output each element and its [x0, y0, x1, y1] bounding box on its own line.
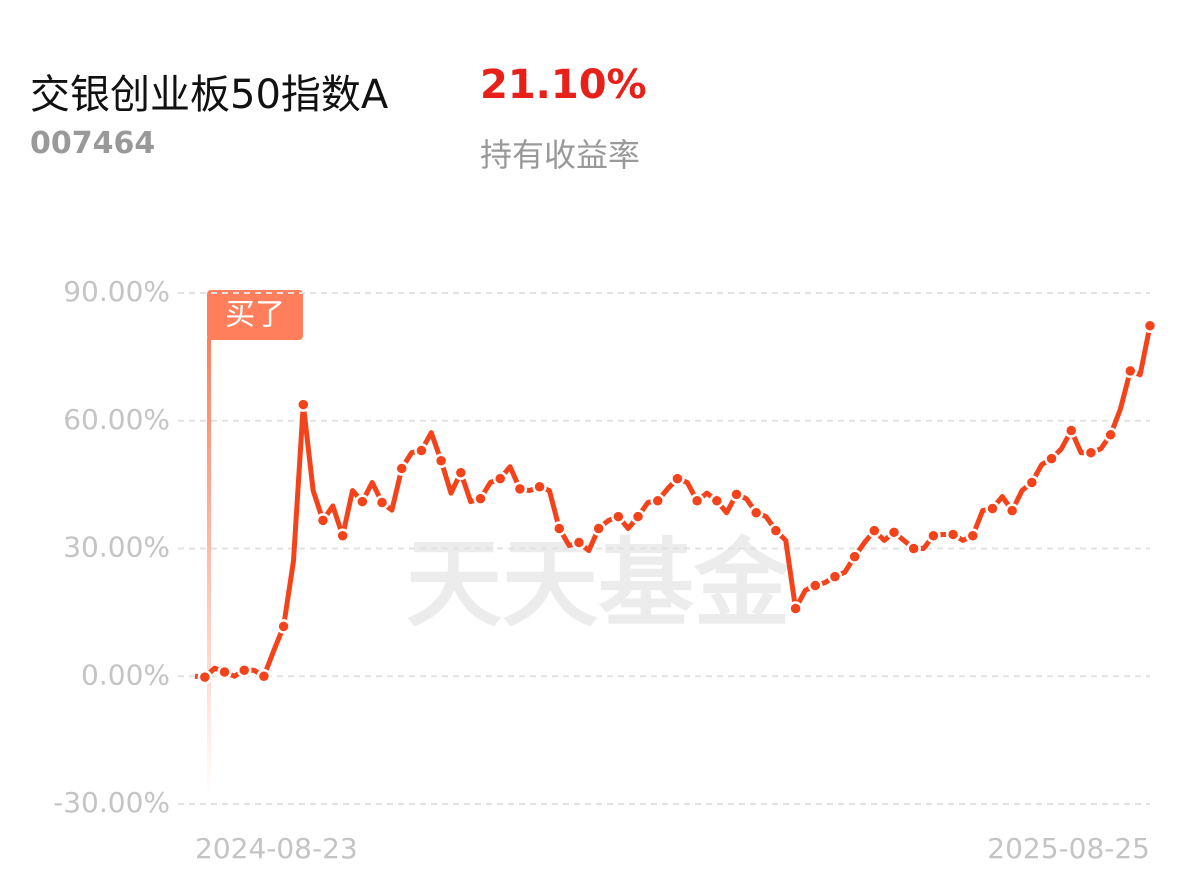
data-point — [1044, 451, 1059, 466]
data-point — [217, 664, 232, 680]
y-tick-label: 90.00% — [63, 275, 170, 308]
buy-badge — [207, 290, 303, 340]
buy-line — [207, 338, 211, 798]
x-tick-label: 2025-08-25 — [987, 832, 1150, 865]
data-point — [611, 509, 626, 524]
data-point — [197, 669, 213, 685]
y-tick-label: 60.00% — [63, 403, 170, 436]
data-point — [571, 535, 587, 550]
buy-label: 买了 — [225, 298, 285, 333]
data-point — [1142, 318, 1158, 334]
data-point — [256, 669, 272, 684]
fund-name: 交银创业板50指数A — [30, 72, 389, 118]
data-point — [492, 471, 508, 486]
data-point — [1024, 475, 1040, 490]
data-point — [689, 493, 705, 509]
data-point — [236, 663, 252, 678]
y-tick-label: -30.00% — [53, 786, 170, 819]
data-point — [788, 601, 803, 616]
data-point — [414, 443, 429, 458]
data-point — [886, 525, 902, 540]
data-point — [433, 453, 449, 469]
data-point — [512, 481, 528, 497]
data-point — [906, 541, 921, 556]
data-point — [748, 505, 764, 520]
watermark: 天天基金 — [406, 527, 791, 640]
return-label: 持有收益率 — [480, 136, 641, 174]
data-point — [709, 493, 725, 509]
y-tick-label: 30.00% — [63, 531, 170, 564]
data-point — [552, 521, 567, 536]
data-point — [867, 523, 882, 538]
data-point — [394, 461, 410, 476]
data-point — [1103, 427, 1118, 443]
data-point — [768, 523, 784, 538]
data-point — [847, 549, 862, 564]
data-point — [453, 465, 469, 480]
y-tick-label: 0.00% — [81, 658, 170, 691]
data-point — [650, 493, 665, 509]
data-point — [729, 487, 744, 502]
data-point — [355, 494, 370, 509]
data-point — [630, 509, 646, 524]
data-point — [1083, 445, 1099, 460]
data-point — [670, 471, 685, 486]
data-point — [1123, 363, 1138, 379]
data-point — [473, 491, 488, 506]
x-tick-label: 2024-08-23 — [195, 832, 358, 865]
data-point — [276, 619, 291, 634]
data-point — [374, 495, 390, 510]
data-point — [1004, 503, 1020, 518]
data-point — [591, 521, 606, 536]
data-point — [335, 528, 350, 543]
data-point — [926, 528, 941, 543]
return-value: 21.10% — [480, 62, 647, 108]
data-point — [965, 528, 981, 543]
data-point — [827, 569, 843, 584]
data-point — [532, 479, 547, 495]
data-point — [1063, 423, 1079, 438]
data-point — [808, 578, 823, 593]
data-point — [985, 501, 1000, 516]
fund-code: 007464 — [30, 126, 156, 161]
data-point — [315, 513, 331, 528]
data-point — [296, 397, 311, 412]
data-point — [945, 527, 961, 542]
